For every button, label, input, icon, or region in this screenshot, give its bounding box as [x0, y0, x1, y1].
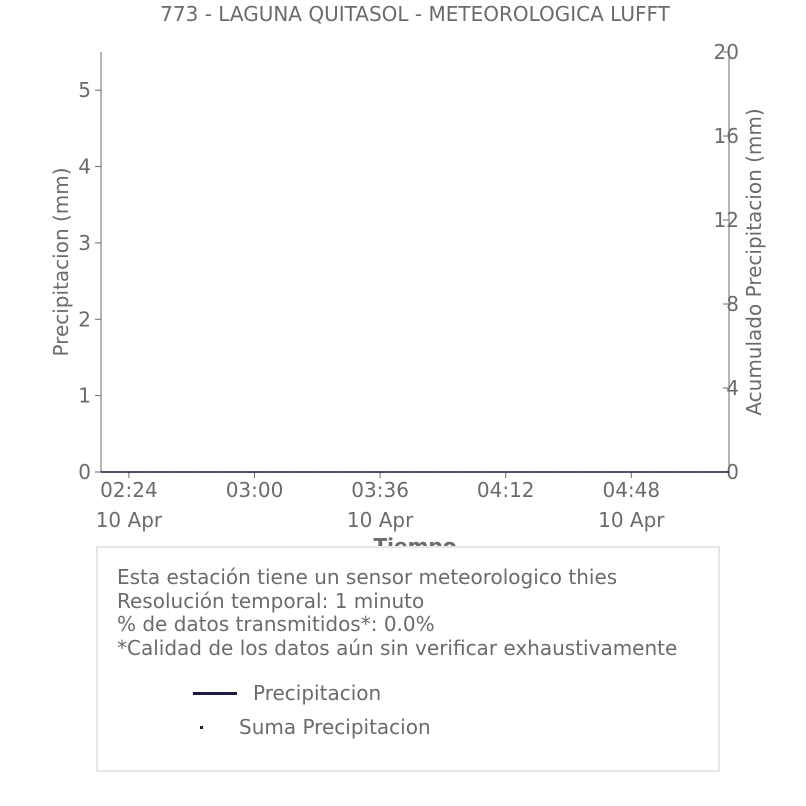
left-y-axis-label: Precipitacion (mm) — [49, 167, 73, 356]
y2-tick-label: 0 — [726, 460, 739, 484]
x-tick-date: 10 Apr — [347, 508, 414, 532]
y-tick-label: 2 — [78, 307, 91, 331]
legend-line-swatch — [193, 692, 237, 695]
chart-title: 773 - LAGUNA QUITASOL - METEOROLOGICA LU… — [160, 2, 670, 26]
quality-disclaimer: *Calidad de los datos aún sin verificar … — [117, 635, 678, 660]
y-tick-label: 1 — [78, 384, 91, 408]
temporal-resolution: Resolución temporal: 1 minuto — [117, 588, 425, 613]
info-lines: Esta estación tiene un sensor meteorolog… — [117, 565, 678, 660]
x-tick-date: 10 Apr — [96, 508, 163, 532]
left-y-ticks: 0 1 2 3 4 5 — [78, 78, 101, 484]
transmitted-data-percent: % de datos transmitidos*: 0.0% — [117, 612, 435, 636]
y-tick-label: 4 — [78, 155, 91, 179]
y2-tick-label: 16 — [714, 124, 739, 148]
x-ticks: 02:24 10 Apr 03:00 03:36 10 Apr 04:12 04:48 10 … — [96, 472, 665, 532]
right-y-ticks: 0 4 8 12 16 20 — [714, 40, 739, 484]
y-tick-label: 3 — [78, 231, 91, 255]
y2-tick-label: 8 — [726, 292, 739, 316]
y2-tick-label: 12 — [714, 208, 739, 232]
x-tick-time: 03:00 — [226, 478, 284, 502]
x-tick-time: 04:48 — [602, 478, 660, 502]
y2-tick-label: 4 — [726, 376, 739, 400]
x-tick-date: 10 Apr — [598, 508, 665, 532]
y2-tick-label: 20 — [714, 40, 739, 64]
y-tick-label: 5 — [78, 78, 91, 102]
x-tick-time: 02:24 — [100, 478, 158, 502]
y-tick-label: 0 — [78, 460, 91, 484]
legend-dot-swatch — [200, 726, 203, 729]
station-sensor-note: Esta estación tiene un sensor meteorolog… — [117, 565, 618, 589]
legend-label-precipitacion: Precipitacion — [253, 681, 382, 705]
info-box: Esta estación tiene un sensor meteorolog… — [96, 546, 720, 772]
right-y-axis-label: Acumulado Precipitacion (mm) — [742, 108, 766, 415]
legend-label-suma-precipitacion: Suma Precipitacion — [239, 715, 431, 739]
x-tick-time: 04:12 — [477, 478, 535, 502]
x-tick-time: 03:36 — [351, 478, 409, 502]
